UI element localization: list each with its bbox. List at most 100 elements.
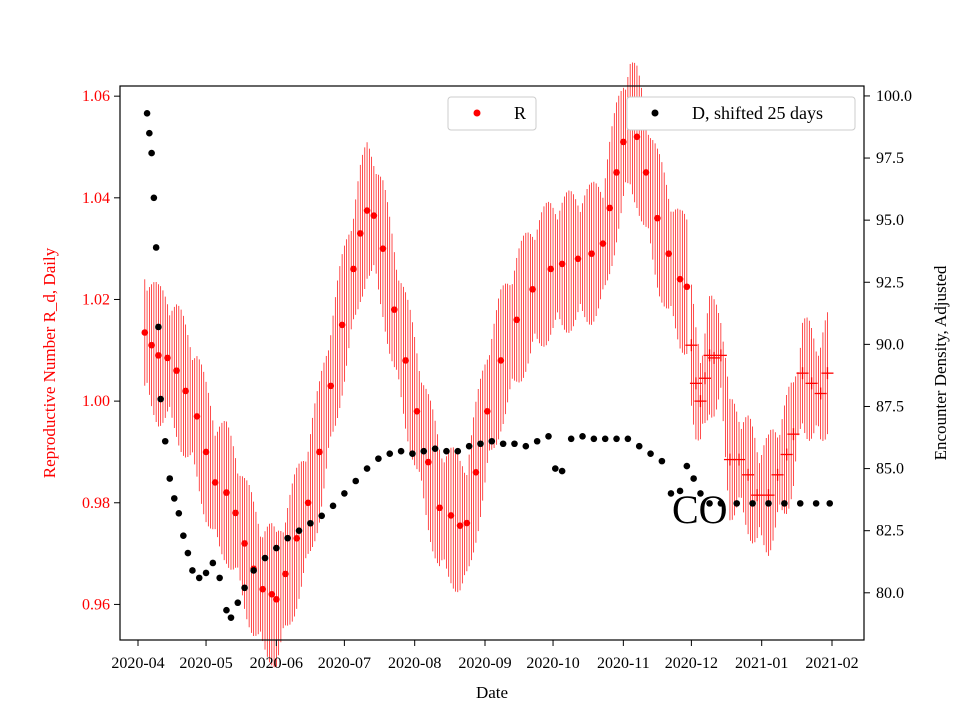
left-tick-label: 0.98 (82, 495, 110, 512)
r-point (338, 321, 346, 329)
r-plus-point (689, 377, 702, 390)
right-tick-label: 87.5 (876, 398, 904, 415)
r-point (164, 354, 171, 362)
right-tick-label: 85.0 (876, 461, 904, 478)
d-point (431, 445, 439, 453)
d-point (690, 475, 697, 482)
d-point (522, 442, 530, 450)
right-tick-label: 92.5 (876, 274, 904, 291)
legend-d-label: D, shifted 25 days (692, 103, 823, 123)
r-point (513, 316, 521, 324)
r-plus-point (780, 448, 793, 461)
x-tick-label: 2020-04 (111, 655, 164, 672)
r-point (547, 265, 555, 273)
r-point (327, 382, 335, 390)
x-axis-ticks: 2020-04 2020-05 2020-06 2020-07 2020-08 2020-… (111, 640, 859, 672)
r-point (241, 540, 248, 547)
r-point (363, 207, 371, 214)
legend-d-marker (651, 109, 659, 117)
d-point (420, 447, 428, 455)
d-point (295, 527, 303, 534)
d-point (558, 467, 566, 475)
r-point (620, 138, 627, 146)
r-plus-point (685, 339, 698, 352)
x-tick-label: 2020-10 (526, 655, 579, 672)
d-point (202, 569, 210, 577)
left-tick-label: 1.00 (82, 393, 110, 410)
r-point (356, 230, 364, 237)
r-point (676, 275, 684, 283)
r-point (683, 283, 691, 291)
x-tick-label: 2020-09 (458, 655, 511, 672)
r-point (463, 519, 471, 527)
r-point (402, 357, 409, 364)
x-tick-label: 2020-11 (597, 655, 650, 672)
d-point (189, 567, 196, 574)
right-axis-ticks: 80.0 82.5 85.0 87.5 90.0 92.5 95.0 97.5 100.0 (864, 88, 912, 602)
d-point (826, 500, 834, 507)
d-point (511, 440, 518, 448)
r-point (529, 286, 536, 293)
co-annotation: CO (672, 487, 728, 532)
x-tick-label: 2020-07 (318, 655, 371, 672)
r-point (447, 512, 455, 519)
d-point (241, 584, 248, 592)
legend-r: R (447, 96, 537, 131)
x-tick-label: 2020-06 (250, 655, 303, 672)
d-point (180, 532, 187, 539)
r-plus-point (762, 489, 775, 502)
left-axis-label: Reproductive Number R_d, Daily (40, 247, 59, 478)
d-point (397, 447, 405, 455)
d-point (624, 435, 632, 443)
d-point (227, 614, 235, 621)
r-plus-point (796, 367, 809, 380)
legend-r-label: R (514, 103, 526, 123)
r-point (456, 522, 464, 529)
d-point (184, 549, 192, 557)
r-point (173, 367, 180, 374)
r-plus-point (708, 351, 721, 364)
d-point (499, 440, 507, 448)
d-point (152, 244, 160, 251)
r-point (268, 590, 276, 598)
d-point (250, 567, 257, 574)
right-tick-label: 90.0 (876, 336, 904, 353)
left-axis-ticks: 0.96 0.98 1.00 1.02 1.04 1.06 (82, 88, 120, 613)
r-plus-point (821, 367, 834, 380)
d-point (488, 437, 496, 445)
d-point (552, 465, 559, 472)
d-point (341, 490, 348, 497)
d-point (683, 462, 691, 470)
r-series-layer (141, 120, 834, 603)
right-tick-label: 80.0 (876, 585, 904, 602)
d-point (812, 500, 820, 507)
d-point (477, 440, 484, 448)
r-point (316, 448, 323, 456)
r-point (606, 204, 614, 212)
d-point (209, 559, 217, 567)
d-point (667, 490, 675, 497)
r-point (211, 479, 219, 486)
r-point (642, 169, 650, 176)
r-point (483, 407, 491, 415)
r-point (425, 458, 432, 466)
r-plus-point (805, 377, 818, 390)
r-point (613, 169, 620, 176)
r-plus-point (714, 349, 727, 362)
r-plus-point (814, 387, 827, 400)
right-tick-label: 82.5 (876, 523, 904, 540)
d-point (697, 490, 704, 497)
x-tick-label: 2020-12 (665, 655, 718, 672)
d-point (533, 437, 541, 445)
legend-d-box (626, 96, 856, 131)
r-point (141, 329, 149, 336)
x-tick-label: 2020-08 (388, 655, 441, 672)
d-point (658, 457, 666, 465)
d-point (143, 110, 151, 117)
d-point (545, 432, 552, 440)
r-point (472, 468, 480, 476)
d-point (166, 475, 174, 482)
d-point (216, 574, 223, 582)
d-point (706, 500, 713, 507)
r-point (588, 250, 595, 258)
